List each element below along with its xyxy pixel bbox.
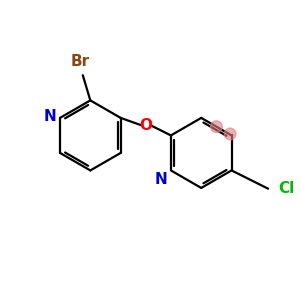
Circle shape <box>211 121 222 133</box>
Text: Br: Br <box>70 54 89 69</box>
Text: Cl: Cl <box>278 181 295 196</box>
Circle shape <box>224 128 236 140</box>
Text: O: O <box>139 118 152 133</box>
Text: N: N <box>44 109 56 124</box>
Text: N: N <box>155 172 167 187</box>
